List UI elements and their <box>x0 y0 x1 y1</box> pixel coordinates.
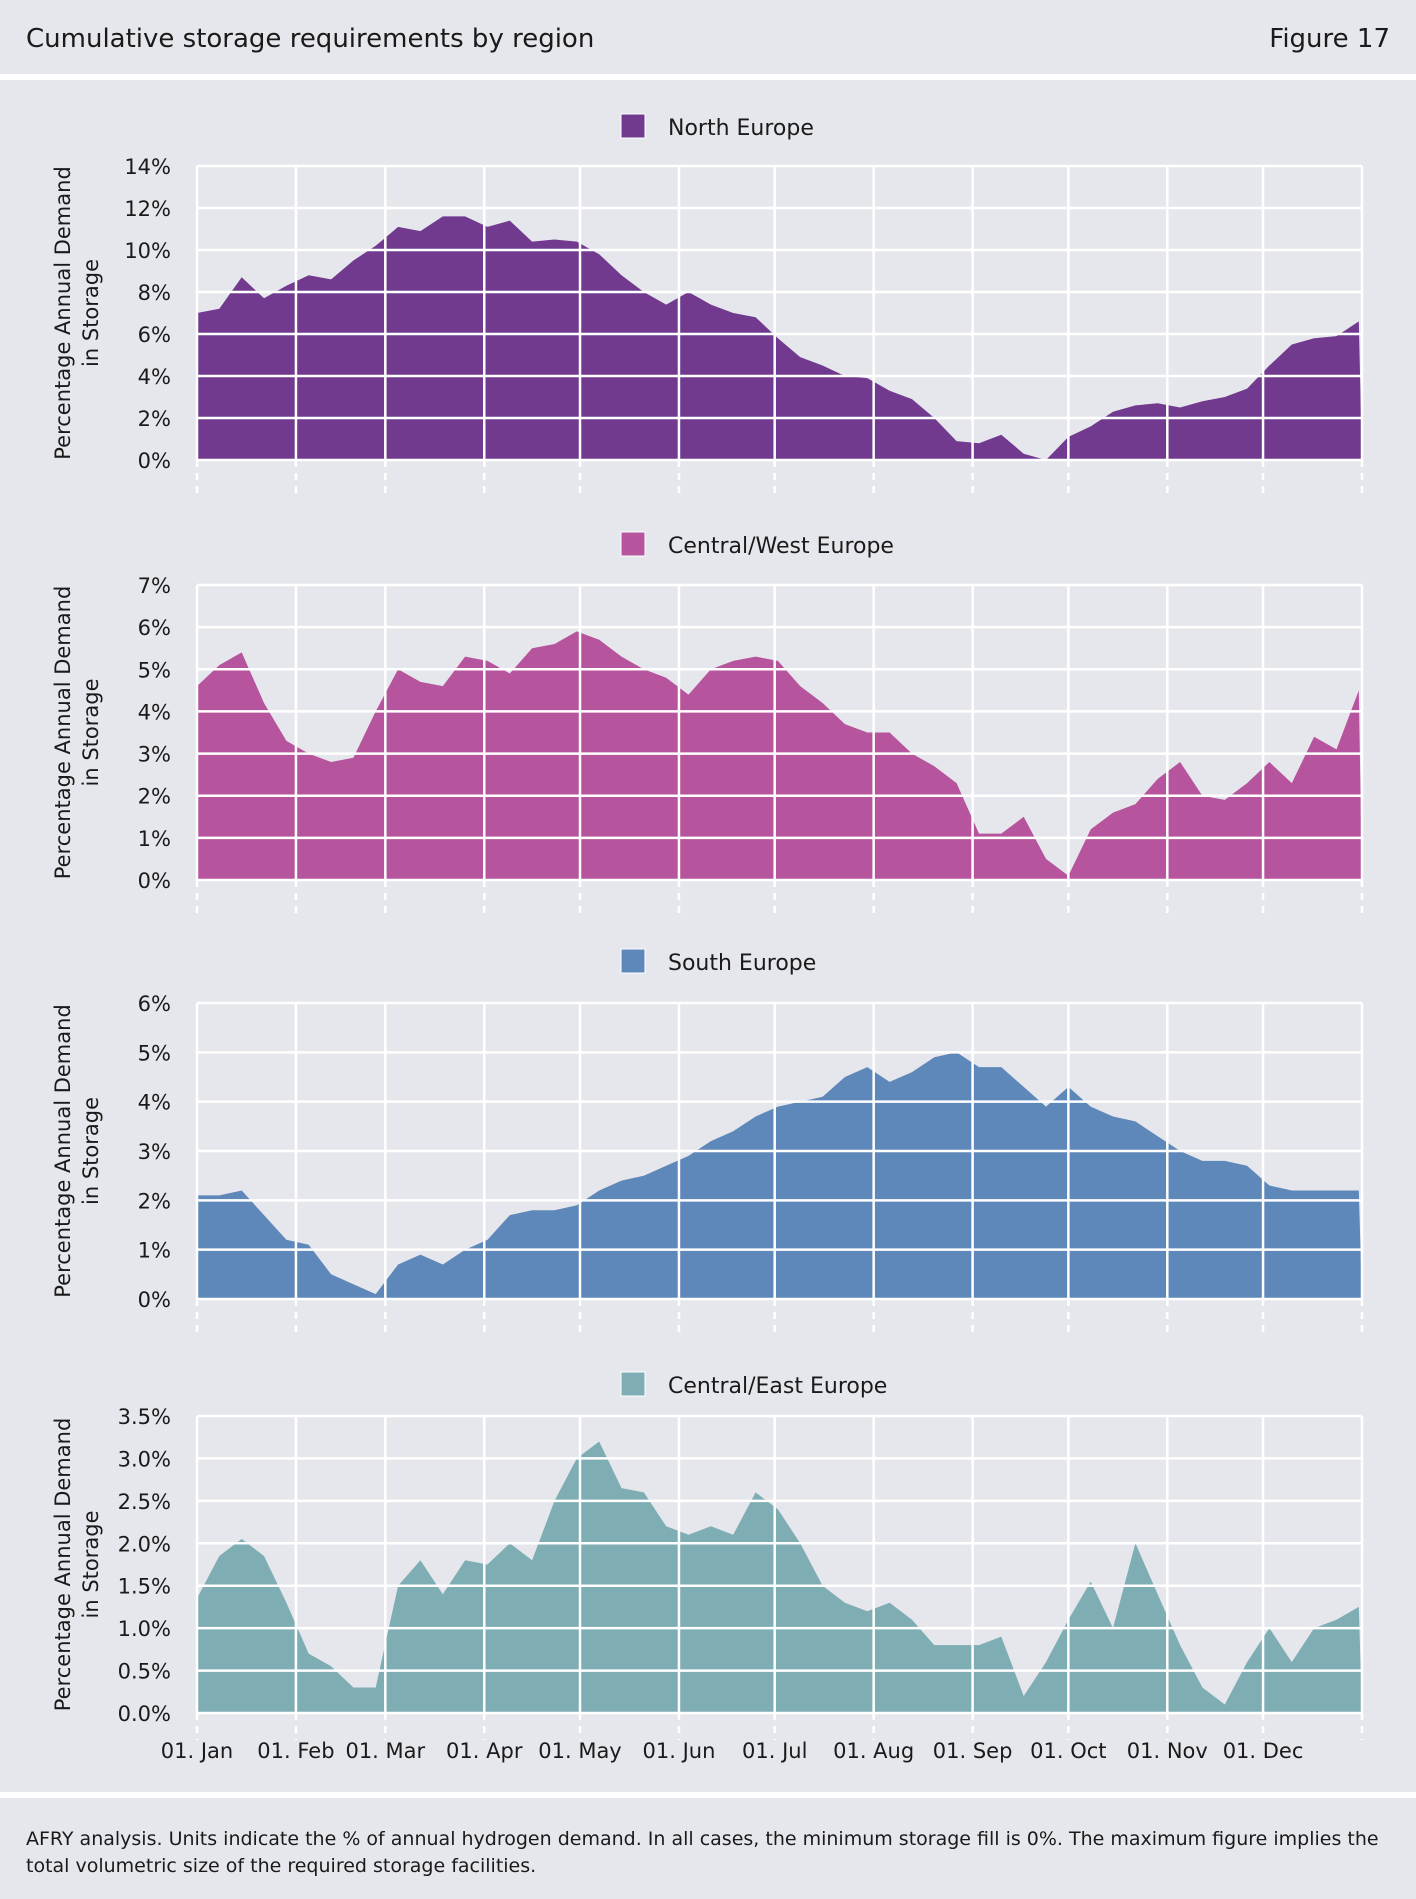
y-axis-label-1-1: in Storage <box>79 679 103 787</box>
legend-label-2: South Europe <box>668 951 816 976</box>
y-tick-label-0-6: 12% <box>124 197 171 221</box>
y-tick-label-3-6: 3.0% <box>118 1447 171 1471</box>
legend-swatch-3 <box>620 1371 646 1397</box>
legend-swatch-1 <box>620 531 646 557</box>
figure-number: Figure 17 <box>1269 24 1390 54</box>
x-tick-label-1: 01. Feb <box>257 1739 334 1763</box>
y-tick-label-2-4: 4% <box>138 1091 171 1115</box>
legend-label-1: Central/West Europe <box>668 534 894 559</box>
y-tick-label-2-1: 1% <box>138 1239 171 1263</box>
y-tick-label-3-5: 2.5% <box>118 1490 171 1514</box>
y-tick-label-0-3: 6% <box>138 323 171 347</box>
x-tick-label-4: 01. May <box>538 1739 622 1763</box>
y-tick-label-1-3: 3% <box>138 743 171 767</box>
y-axis-label-1-0: Percentage Annual Demand <box>51 586 75 880</box>
y-axis-label-0-1: in Storage <box>79 259 103 367</box>
y-tick-label-0-5: 10% <box>124 239 171 263</box>
header: Cumulative storage requirements by regio… <box>0 0 1416 80</box>
x-tick-label-7: 01. Aug <box>833 1739 914 1763</box>
y-axis-label-0-0: Percentage Annual Demand <box>51 166 75 460</box>
y-axis-label-3-1: in Storage <box>79 1511 103 1619</box>
y-tick-label-2-2: 2% <box>138 1189 171 1213</box>
y-tick-label-3-7: 3.5% <box>118 1405 171 1429</box>
y-axis-label-2-1: in Storage <box>79 1097 103 1205</box>
y-axis-label-2-0: Percentage Annual Demand <box>51 1004 75 1298</box>
x-tick-label-9: 01. Oct <box>1030 1739 1106 1763</box>
y-tick-label-3-1: 0.5% <box>118 1660 171 1684</box>
y-tick-label-0-1: 2% <box>138 407 171 431</box>
y-tick-label-0-4: 8% <box>138 281 171 305</box>
y-tick-label-3-3: 1.5% <box>118 1575 171 1599</box>
y-tick-label-1-2: 2% <box>138 785 171 809</box>
y-tick-label-3-0: 0.0% <box>118 1702 171 1726</box>
y-tick-label-1-4: 4% <box>138 700 171 724</box>
y-tick-label-1-1: 1% <box>138 827 171 851</box>
area-series-1 <box>197 631 1362 880</box>
area-series-0 <box>197 216 1362 460</box>
y-tick-label-3-2: 1.0% <box>118 1617 171 1641</box>
y-tick-label-2-3: 3% <box>138 1140 171 1164</box>
footer: AFRY analysis. Units indicate the % of a… <box>0 1792 1416 1899</box>
legend-label-0: North Europe <box>668 116 814 141</box>
x-tick-label-5: 01. Jun <box>643 1739 716 1763</box>
y-tick-label-3-4: 2.0% <box>118 1532 171 1556</box>
x-tick-label-6: 01. Jul <box>742 1739 807 1763</box>
footnote: AFRY analysis. Units indicate the % of a… <box>26 1828 1379 1877</box>
x-tick-label-11: 01. Dec <box>1223 1739 1304 1763</box>
x-tick-label-10: 01. Nov <box>1127 1739 1208 1763</box>
area-series-2 <box>197 1052 1362 1299</box>
y-axis-label-3-0: Percentage Annual Demand <box>51 1418 75 1712</box>
y-tick-label-2-5: 5% <box>138 1041 171 1065</box>
y-tick-label-2-6: 6% <box>138 992 171 1016</box>
legend-label-3: Central/East Europe <box>668 1374 887 1399</box>
y-tick-label-1-0: 0% <box>138 869 171 893</box>
area-series-3 <box>197 1441 1362 1713</box>
legend-swatch-0 <box>620 113 646 139</box>
x-tick-label-8: 01. Sep <box>933 1739 1013 1763</box>
legend-swatch-2 <box>620 948 646 974</box>
x-tick-label-2: 01. Mar <box>345 1739 425 1763</box>
x-tick-label-3: 01. Apr <box>446 1739 523 1763</box>
y-tick-label-2-0: 0% <box>138 1288 171 1312</box>
y-tick-label-0-2: 4% <box>138 365 171 389</box>
y-tick-label-1-7: 7% <box>138 574 171 598</box>
y-tick-label-0-0: 0% <box>138 449 171 473</box>
y-tick-label-0-7: 14% <box>124 155 171 179</box>
y-tick-label-1-5: 5% <box>138 658 171 682</box>
x-tick-label-0: 01. Jan <box>161 1739 233 1763</box>
figure-title: Cumulative storage requirements by regio… <box>26 24 595 54</box>
y-tick-label-1-6: 6% <box>138 616 171 640</box>
